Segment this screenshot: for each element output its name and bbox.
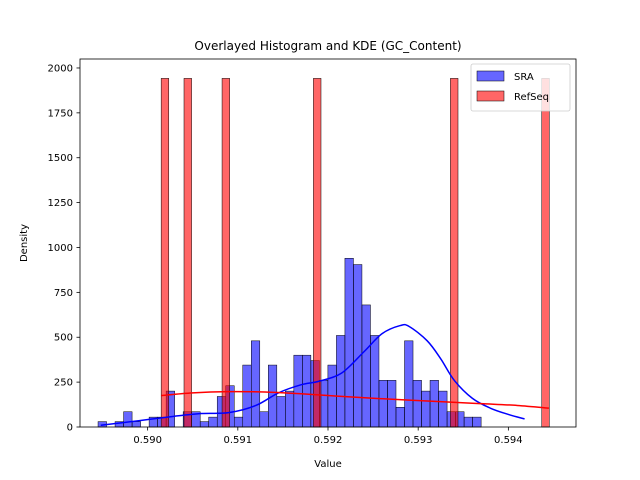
sra-histogram-bar [259,411,269,428]
x-tick-label: 0.590 [133,435,162,446]
y-axis-title: Density [19,224,30,262]
sra-histogram-bar [438,390,448,428]
refseq-histogram-bar [160,78,170,428]
sra-histogram-bar [336,335,346,428]
sra-histogram-bar [208,416,218,428]
sra-histogram-bar [199,421,209,428]
sra-histogram-bar [276,396,286,428]
refseq-histogram-bar [183,78,192,428]
refseq-legend-label: RefSeq [514,92,549,103]
sra-histogram-bar [353,264,363,428]
y-tick-label: 2000 [48,63,73,74]
sra-histogram-bar [251,340,261,428]
sra-histogram-bar [302,354,312,428]
sra-histogram-bar [463,416,473,428]
sra-histogram-bar [429,380,439,428]
sra-histogram-bar [472,416,482,428]
sra-histogram-bar [233,416,244,428]
refseq-histogram-bar [541,78,550,428]
sra-histogram-bar [123,411,133,428]
refseq-kde-line [161,390,550,409]
sra-histogram-bar [293,354,303,428]
y-tick-label: 500 [54,333,73,344]
y-tick-label: 1500 [48,153,73,164]
sra-histogram-bar [361,304,371,428]
sra-histogram-bar [404,340,414,428]
x-tick-label: 0.593 [404,435,433,446]
x-axis-title: Value [314,459,341,470]
sra-histogram-bar [285,390,295,428]
chart-title: Overlayed Histogram and KDE (GC_Content) [194,39,461,53]
y-tick-label: 0 [67,423,73,434]
x-axis: 0.590 0.591 0.592 0.593 0.594 [133,427,523,446]
sra-histogram-bar [344,258,354,428]
y-tick-label: 1250 [48,198,73,209]
sra-legend-swatch [476,70,505,82]
y-tick-label: 750 [54,288,73,299]
kde-lines [100,323,550,426]
sra-histogram-bar [370,335,380,428]
sra-legend-label: SRA [514,72,534,83]
y-tick-label: 250 [54,378,73,389]
sra-histogram-bar [378,380,388,428]
x-tick-label: 0.594 [494,435,523,446]
sra-histogram-bar [387,380,397,428]
sra-kde-line [100,323,525,426]
sra-histogram-bar [412,380,422,428]
refseq-legend-swatch [476,90,505,102]
sra-histogram-bar [131,421,141,428]
sra-histogram-bar [421,390,431,428]
refseq-histogram-bar [450,78,459,428]
refseq-histogram-bar [221,78,230,428]
refseq-histogram-bar [313,78,322,428]
x-tick-label: 0.592 [314,435,343,446]
x-tick-label: 0.591 [223,435,252,446]
sra-histogram-bar [242,364,252,428]
y-tick-label: 1750 [48,108,73,119]
sra-histogram-bar [395,407,405,428]
legend: SRA RefSeq [470,63,571,112]
y-axis: 0 250 500 750 1000 1250 1500 1750 2000 [48,63,80,434]
y-tick-label: 1000 [48,243,73,254]
